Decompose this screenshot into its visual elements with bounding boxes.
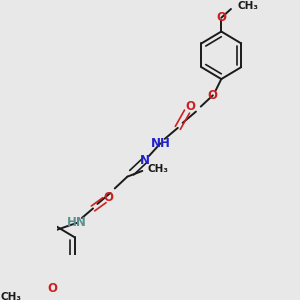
Text: O: O bbox=[208, 89, 218, 102]
Text: CH₃: CH₃ bbox=[147, 164, 168, 174]
Text: HN: HN bbox=[67, 217, 86, 230]
Text: CH₃: CH₃ bbox=[237, 2, 258, 11]
Text: O: O bbox=[47, 281, 57, 295]
Text: O: O bbox=[103, 191, 113, 204]
Text: O: O bbox=[216, 11, 226, 24]
Text: N: N bbox=[140, 154, 150, 167]
Text: O: O bbox=[185, 100, 195, 113]
Text: NH: NH bbox=[151, 137, 170, 150]
Text: CH₃: CH₃ bbox=[0, 292, 21, 300]
